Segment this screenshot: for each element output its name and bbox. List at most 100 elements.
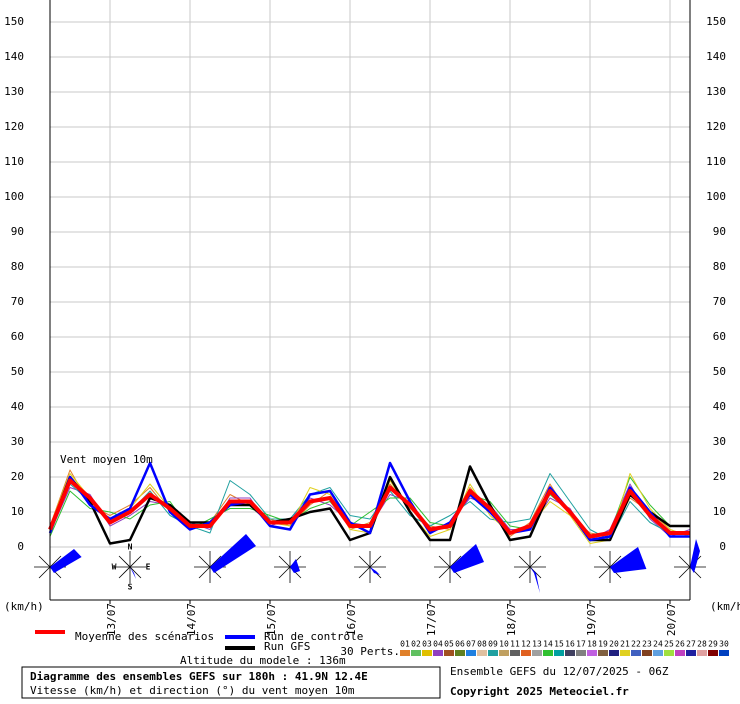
perturbation-number: 24 <box>653 640 663 649</box>
wind-rose <box>434 544 484 583</box>
y-tick-label: 80 <box>11 260 24 273</box>
rose-petal <box>690 539 700 573</box>
perturbation-number: 19 <box>598 640 608 649</box>
perturbation-number: 09 <box>488 640 498 649</box>
y-tick-label-right: 60 <box>713 330 726 343</box>
subtitle: Vitesse (km/h) et direction (°) du vent … <box>30 684 355 697</box>
y-tick-label-right: 0 <box>719 540 726 553</box>
legend-label: Run de contrôle <box>264 630 363 643</box>
perturbation-swatch <box>433 650 443 656</box>
perturbation-number: 29 <box>708 640 718 649</box>
perturbation-number: 06 <box>455 640 465 649</box>
y-tick-label: 120 <box>4 120 24 133</box>
x-tick-label: 15/07 <box>265 603 278 636</box>
perturbation-swatch <box>554 650 564 656</box>
y-tick-label: 110 <box>4 155 24 168</box>
wind-roses <box>34 534 706 593</box>
rose-petal <box>50 549 82 573</box>
compass-label: S <box>128 583 133 592</box>
wind-rose <box>274 551 306 583</box>
wind-rose <box>194 534 256 583</box>
y-tick-label-right: 130 <box>706 85 726 98</box>
perturbation-number: 18 <box>587 640 597 649</box>
perturbation-swatch <box>642 650 652 656</box>
perturbation-swatch <box>521 650 531 656</box>
perturbation-swatch <box>565 650 575 656</box>
perturbation-swatch <box>411 650 421 656</box>
y-tick-label-right: 30 <box>713 435 726 448</box>
altitude: Altitude du modele : 136m <box>180 654 346 667</box>
x-tick-label: 14/07 <box>185 603 198 636</box>
y-tick-label: 90 <box>11 225 24 238</box>
perturbation-swatch <box>400 650 410 656</box>
y-tick-label: 50 <box>11 365 24 378</box>
perturbation-swatch <box>455 650 465 656</box>
compass-label: N <box>128 543 133 552</box>
y-tick-label: 30 <box>11 435 24 448</box>
rose-petal <box>610 547 647 573</box>
perturbations-label: 30 Perts. <box>340 645 400 658</box>
x-tick-label: 18/07 <box>505 603 518 636</box>
perturbation-number: 02 <box>411 640 421 649</box>
y-tick-label-right: 20 <box>713 470 726 483</box>
x-tick-label: 17/07 <box>425 603 438 636</box>
perturbation-number: 01 <box>400 640 410 649</box>
y-tick-label-right: 50 <box>713 365 726 378</box>
grid-layer <box>50 0 690 548</box>
perturbation-number: 17 <box>576 640 586 649</box>
perturbation-swatch <box>675 650 685 656</box>
run-info: Ensemble GEFS du 12/07/2025 - 06Z <box>450 665 669 678</box>
x-tick-label: 13/07 <box>105 603 118 636</box>
x-tick-label: 16/07 <box>345 603 358 636</box>
perturbation-number: 13 <box>532 640 542 649</box>
perturbation-swatch <box>609 650 619 656</box>
y-tick-label-right: 100 <box>706 190 726 203</box>
perturbation-swatch <box>576 650 586 656</box>
perturbation-swatch <box>686 650 696 656</box>
perturbation-number: 30 <box>719 640 729 649</box>
y-tick-label-right: 80 <box>713 260 726 273</box>
perturbation-swatch <box>422 650 432 656</box>
perturbation-number: 20 <box>609 640 619 649</box>
y-tick-label-right: 120 <box>706 120 726 133</box>
rose-petal <box>530 567 540 593</box>
perturbation-number: 03 <box>422 640 432 649</box>
perturbation-swatch <box>543 650 553 656</box>
copyright: Copyright 2025 Meteociel.fr <box>450 685 629 698</box>
perturbation-number: 25 <box>664 640 674 649</box>
y-tick-label-right: 70 <box>713 295 726 308</box>
unit-left: (km/h) <box>4 600 44 613</box>
title-box <box>21 666 441 699</box>
perturbation-swatch <box>631 650 641 656</box>
y-tick-label-right: 110 <box>706 155 726 168</box>
perturbation-swatch <box>697 650 707 656</box>
y-tick-label: 10 <box>11 505 24 518</box>
y-tick-label: 100 <box>4 190 24 203</box>
perturbation-number: 27 <box>686 640 696 649</box>
perturbation-swatch <box>587 650 597 656</box>
y-tick-label-right: 90 <box>713 225 726 238</box>
perturbation-number: 11 <box>510 640 520 649</box>
legend-label: Moyenne des scénarios <box>75 630 214 643</box>
y-tick-label: 150 <box>4 15 24 28</box>
perturbation-number: 12 <box>521 640 531 649</box>
perturbation-swatch <box>499 650 509 656</box>
perturbation-number: 05 <box>444 640 454 649</box>
wind-rose <box>114 551 146 591</box>
perturbation-swatch <box>477 650 487 656</box>
y-tick-label-right: 10 <box>713 505 726 518</box>
title: Diagramme des ensembles GEFS sur 180h : … <box>30 670 368 683</box>
unit-right: (km/h) <box>710 600 740 613</box>
perturbation-number: 21 <box>620 640 630 649</box>
perturbation-swatch <box>719 650 729 656</box>
lines-layer <box>48 461 691 545</box>
perturbation-number: 28 <box>697 640 707 649</box>
rose-petal <box>290 559 300 573</box>
y-tick-label: 60 <box>11 330 24 343</box>
y-tick-label: 140 <box>4 50 24 63</box>
perturbation-swatch <box>532 650 542 656</box>
rose-petal <box>370 567 380 575</box>
y-tick-label-right: 150 <box>706 15 726 28</box>
